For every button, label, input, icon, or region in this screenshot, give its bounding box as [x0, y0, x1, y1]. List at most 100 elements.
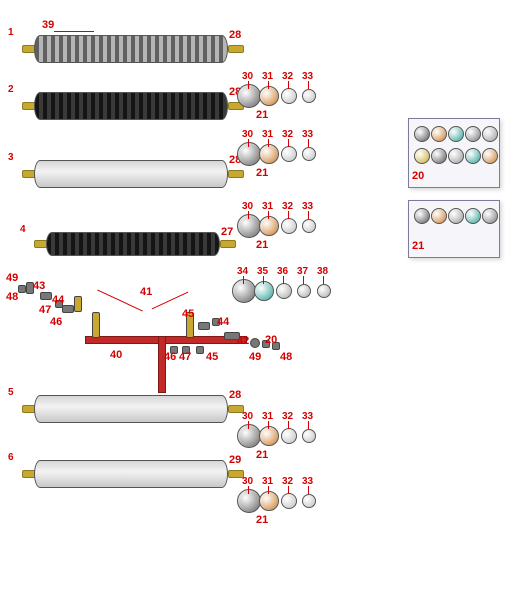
kit-ring — [414, 126, 430, 142]
callout-41: 41 — [140, 286, 152, 298]
leader — [308, 211, 309, 219]
leader — [243, 276, 244, 284]
callout-index: 5 — [8, 387, 14, 398]
leader — [288, 421, 289, 429]
bearing-ring — [259, 426, 279, 446]
callout-45b: 45 — [206, 351, 218, 363]
leader — [248, 211, 249, 219]
leader — [303, 276, 304, 284]
small-part — [74, 296, 82, 312]
leader — [308, 421, 309, 429]
leader — [283, 276, 284, 284]
small-part — [224, 332, 240, 340]
kit-ring — [414, 208, 430, 224]
bearing-ring — [302, 429, 316, 443]
leader — [248, 421, 249, 429]
callout-49a: 49 — [6, 272, 18, 284]
leader — [248, 139, 249, 147]
leader — [248, 486, 249, 494]
small-part — [186, 312, 194, 338]
leader — [152, 292, 189, 310]
small-part — [262, 340, 270, 348]
roller-r2 — [22, 92, 244, 118]
roller-r6 — [22, 460, 244, 486]
leader — [308, 139, 309, 147]
kit-ring — [448, 208, 464, 224]
bearing-ring — [302, 89, 316, 103]
bearing-ring — [232, 279, 256, 303]
bearing-ring — [259, 86, 279, 106]
kit-ring — [465, 208, 481, 224]
kit-ring — [465, 148, 481, 164]
callout-48a: 48 — [6, 291, 18, 303]
leader — [323, 276, 324, 284]
callout-index: 1 — [8, 27, 14, 38]
shaft-right — [228, 405, 244, 413]
leader — [248, 81, 249, 89]
leader — [288, 81, 289, 89]
bearing-ring — [276, 283, 292, 299]
bearing-ring — [259, 491, 279, 511]
roller-r5 — [22, 395, 244, 421]
bearing-ring — [254, 281, 274, 301]
small-part — [198, 322, 210, 330]
bearing-ring — [259, 144, 279, 164]
callout-bearing-bottom: 21 — [256, 109, 268, 121]
callout-43: 43 — [33, 280, 45, 292]
bearing-ring — [302, 147, 316, 161]
small-part — [212, 318, 220, 326]
leader — [268, 139, 269, 147]
roller-body — [34, 460, 228, 488]
leader — [268, 211, 269, 219]
bearing-ring — [281, 146, 297, 162]
leader — [308, 81, 309, 89]
roller-r3 — [22, 160, 244, 186]
bearing-ring — [281, 88, 297, 104]
kit-ring — [431, 126, 447, 142]
callout-bearing-bottom: 21 — [256, 449, 268, 461]
leader — [97, 289, 143, 311]
kit-ring — [482, 208, 498, 224]
bearing-ring — [281, 218, 297, 234]
bearing-ring — [237, 424, 261, 448]
callout-index: 2 — [8, 84, 14, 95]
small-part — [196, 346, 204, 354]
shaft-right — [228, 470, 244, 478]
callout-48b: 48 — [280, 351, 292, 363]
assembly-spur — [158, 336, 166, 393]
exploded-diagram: 12839228328427528629 3031323321303132332… — [0, 0, 511, 600]
bearing-ring — [237, 84, 261, 108]
kit-ring — [431, 208, 447, 224]
kit-ring — [431, 148, 447, 164]
kit-ring — [414, 148, 430, 164]
kit-ring — [482, 126, 498, 142]
small-part — [170, 346, 178, 354]
bearing-ring — [302, 494, 316, 508]
callout-index: 3 — [8, 152, 14, 163]
roller-r4 — [34, 232, 236, 254]
small-part — [182, 346, 190, 354]
leader — [263, 276, 264, 284]
small-part — [18, 285, 26, 293]
roller-body — [34, 160, 228, 188]
kit-ring — [465, 126, 481, 142]
bearing-ring — [297, 284, 311, 298]
leader — [288, 139, 289, 147]
leader — [268, 486, 269, 494]
bearing-ring — [281, 493, 297, 509]
shaft-right — [228, 45, 244, 53]
kit-ring — [448, 126, 464, 142]
callout-index: 6 — [8, 452, 14, 463]
small-part — [26, 282, 34, 294]
callout-40: 40 — [110, 349, 122, 361]
small-part — [250, 338, 260, 348]
leader — [268, 81, 269, 89]
callout-top: 39 — [42, 19, 54, 31]
callout-index: 4 — [20, 224, 26, 235]
small-part — [92, 312, 100, 338]
callout-bearing-bottom: 21 — [256, 239, 268, 251]
bearing-ring — [237, 214, 261, 238]
roller-body — [34, 35, 228, 63]
callout-bearing-bottom: 21 — [256, 514, 268, 526]
shaft-right — [228, 170, 244, 178]
